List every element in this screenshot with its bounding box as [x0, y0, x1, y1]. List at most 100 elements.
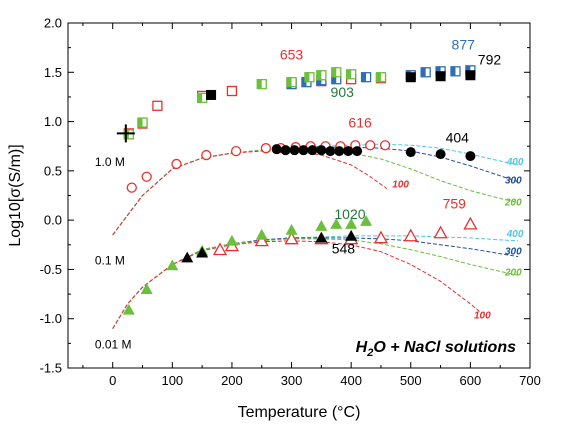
y-tick-label: 1.0 [44, 114, 62, 129]
open-circle-marker [365, 140, 376, 151]
y-tick-label: 0.0 [44, 213, 62, 228]
filled-triangle-marker [255, 228, 268, 240]
half-square-fill [331, 74, 337, 84]
y-tick-label: -1.0 [40, 311, 62, 326]
concentration-label: 0.01 M [95, 337, 132, 351]
open-triangle-marker [373, 230, 389, 244]
curve-label: 200 [504, 197, 522, 208]
y-axis-title: Log10[σ(S/m)] [7, 144, 24, 246]
filled-circle-marker [271, 144, 282, 155]
data-annotation: 903 [331, 84, 355, 100]
filled-circle-marker [289, 145, 300, 156]
filled-triangle-marker [140, 283, 153, 294]
open-circle-marker [171, 158, 182, 170]
half-square-fill [361, 72, 367, 82]
data-annotation: 792 [478, 51, 502, 67]
filled-square-marker [206, 89, 217, 100]
filled-circle-marker [298, 145, 309, 156]
filled-circle-marker [352, 146, 363, 157]
model-curve [112, 240, 483, 329]
half-square-fill [304, 72, 310, 82]
filled-triangle-marker [166, 259, 179, 271]
open-square-marker [152, 100, 163, 111]
filled-circle-marker [307, 145, 318, 156]
half-square-fill [376, 72, 381, 82]
concentration-label: 1.0 M [95, 155, 125, 169]
curve-label: 100 [392, 180, 409, 191]
curve-label: 200 [504, 267, 522, 278]
data-annotation: 404 [446, 129, 470, 145]
model-curve [112, 238, 519, 329]
data-annotation: 653 [280, 46, 304, 62]
model-curve [112, 237, 519, 329]
curve-label: 300 [505, 176, 522, 187]
curve-label: 400 [506, 229, 524, 240]
half-square-fill [138, 118, 143, 128]
filled-triangle-marker [345, 218, 358, 229]
x-tick-label: 400 [340, 373, 362, 388]
data-annotation: 877 [452, 37, 476, 53]
y-tick-label: -0.5 [40, 262, 62, 277]
data-annotation: 548 [332, 241, 356, 257]
open-circle-marker [126, 182, 137, 193]
open-circle-marker [141, 171, 152, 182]
open-triangle-marker [463, 216, 478, 230]
filled-circle-marker [325, 146, 336, 157]
curve-label: 300 [505, 247, 522, 258]
x-tick-label: 600 [460, 373, 482, 388]
open-triangle-marker [284, 231, 299, 245]
half-square-fill [316, 70, 322, 80]
open-square-marker [226, 85, 238, 97]
y-tick-label: 0.5 [44, 163, 62, 178]
y-tick-label: 1.5 [44, 65, 62, 80]
model-curve [112, 150, 388, 236]
half-square-fill [197, 93, 203, 103]
x-tick-label: 500 [400, 373, 422, 388]
half-square-fill [450, 66, 456, 76]
data-markers [116, 65, 478, 315]
filled-triangle-marker [225, 234, 238, 246]
filled-triangle-marker [345, 229, 358, 241]
x-tick-label: 700 [519, 373, 541, 388]
filled-triangle-marker [122, 303, 135, 315]
open-triangle-marker [433, 225, 448, 239]
x-tick-label: 300 [281, 373, 303, 388]
filled-square-marker [405, 72, 416, 83]
axis-ticks: 0 100 200 300 400 500 600 700 -1.5 -1.0 -0.5 0.0 0.5… [40, 16, 541, 389]
half-square-fill [257, 79, 262, 89]
data-annotation: 1020 [334, 206, 365, 222]
x-tick-label: 0 [109, 373, 116, 388]
open-triangle-marker [254, 233, 269, 247]
filled-square-marker [465, 70, 476, 81]
filled-circle-marker [465, 151, 476, 162]
x-tick-label: 100 [161, 373, 183, 388]
filled-triangle-marker [181, 251, 194, 263]
data-annotation: 616 [348, 114, 372, 130]
open-circle-marker [379, 140, 391, 151]
open-circle-marker [201, 149, 212, 161]
open-triangle-marker [403, 228, 418, 242]
open-triangle-marker [212, 242, 228, 256]
curve-label: 400 [506, 157, 524, 168]
half-square-fill [287, 77, 292, 87]
model-curve [112, 143, 519, 236]
half-square-fill [346, 69, 352, 79]
filled-circle-marker [405, 147, 416, 158]
curve-label: 100 [474, 311, 491, 322]
filled-circle-marker [316, 145, 327, 156]
y-tick-label: -1.5 [40, 361, 62, 376]
inset-title-rest: O + NaCl solutions [373, 339, 516, 356]
chart-text: Temperature (°C) Log10[σ(S/m)] H2O + NaC… [7, 37, 524, 421]
inset-title-subscript: 2 [366, 347, 373, 359]
half-square-fill [421, 67, 426, 77]
inset-title: H2O + NaCl solutions [356, 339, 516, 359]
filled-circle-marker [343, 146, 354, 157]
model-curves [112, 143, 519, 329]
x-axis-title: Temperature (°C) [238, 404, 361, 421]
open-circle-marker [230, 145, 242, 157]
filled-triangle-marker [285, 224, 298, 235]
x-tick-label: 200 [221, 373, 243, 388]
open-circle-marker [260, 143, 272, 154]
data-annotation: 759 [443, 195, 467, 211]
